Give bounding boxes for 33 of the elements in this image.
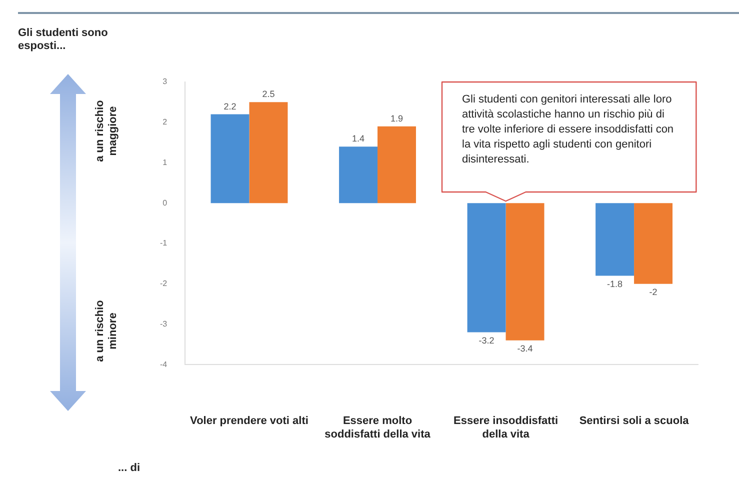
text: ... di [118, 462, 140, 475]
x-tick-label: Voler prendere voti alti [190, 415, 308, 428]
y-tick-label: 0 [162, 198, 168, 208]
y-tick-label: -1 [160, 238, 168, 248]
y-tick-label: -3 [160, 319, 168, 328]
bar [596, 203, 634, 276]
data-label: 2.5 [262, 89, 275, 100]
y-tick-label: 3 [162, 77, 168, 86]
text: a un rischio maggiore [94, 99, 120, 164]
bar [378, 126, 416, 204]
y-tick-label: 1 [162, 158, 168, 167]
x-tick-label: Sentirsi soli a scuola [579, 415, 690, 428]
bar [249, 102, 288, 204]
bar [634, 203, 673, 284]
data-label: 1.4 [352, 134, 365, 144]
bar [210, 114, 250, 204]
y-tick-label: 2 [162, 118, 168, 127]
bar [506, 203, 544, 340]
x-tick-label: Essere insoddisfatti della vita [454, 415, 558, 440]
y-tick-label: -4 [160, 360, 168, 369]
data-label: -2 [649, 286, 658, 297]
text: Gli studenti sono esposti... [18, 27, 108, 53]
annotation: Gli studenti con genitori interessati alle loro attività scolastiche hanno un rischio più di tre volte inferiore di essere insoddisfatti con la vita rispetto agli studenti con genitori disinteressati. [462, 94, 674, 166]
data-label: -3.4 [517, 343, 533, 354]
bar [339, 146, 378, 204]
x-tick-label: Essere molto soddisfatti della vita [324, 415, 432, 440]
text: a un rischio minore [94, 299, 120, 364]
data-label: 2.2 [224, 101, 236, 112]
data-label: -3.2 [478, 335, 494, 346]
bar [467, 203, 506, 332]
y-tick-label: -2 [160, 279, 168, 288]
data-label: -1.8 [607, 278, 623, 289]
data-label: 1.9 [390, 113, 404, 124]
